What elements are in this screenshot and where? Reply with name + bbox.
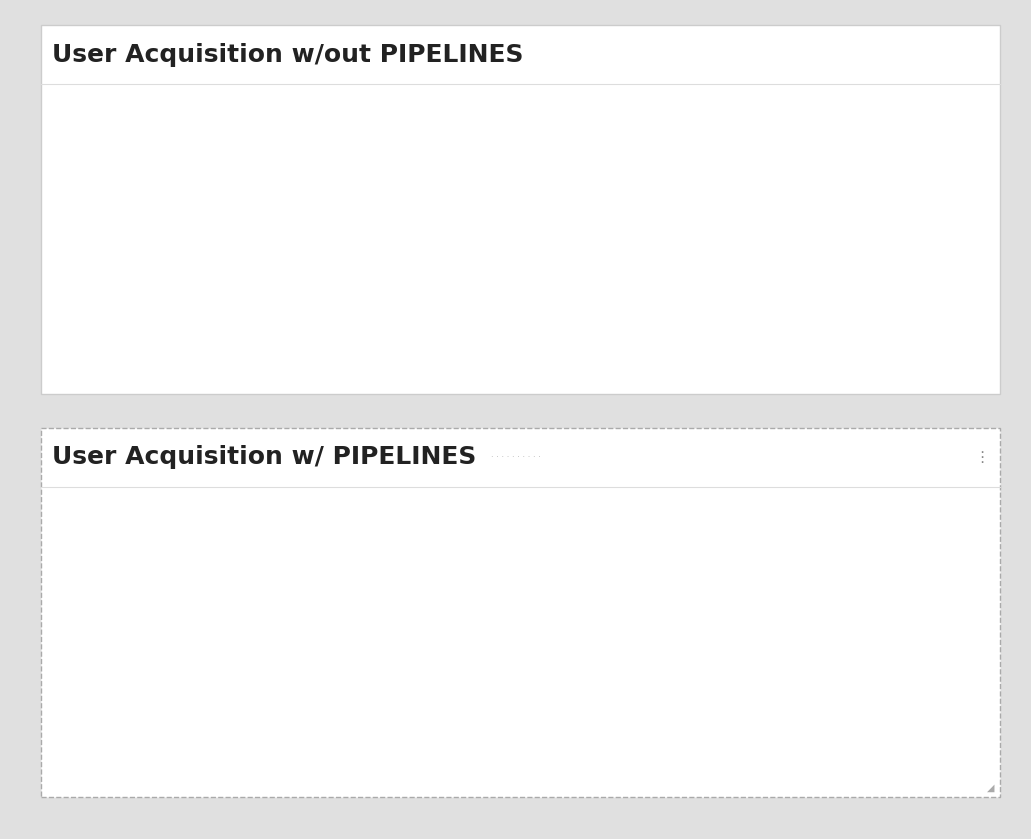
Text: · · · · · · · · · ·: · · · · · · · · · · <box>491 453 540 461</box>
Text: User Acquisition w/out PIPELINES: User Acquisition w/out PIPELINES <box>52 43 523 66</box>
Text: ⋮: ⋮ <box>974 450 990 465</box>
Text: User Acquisition w/ PIPELINES: User Acquisition w/ PIPELINES <box>52 446 476 469</box>
Text: ◢: ◢ <box>988 783 995 793</box>
